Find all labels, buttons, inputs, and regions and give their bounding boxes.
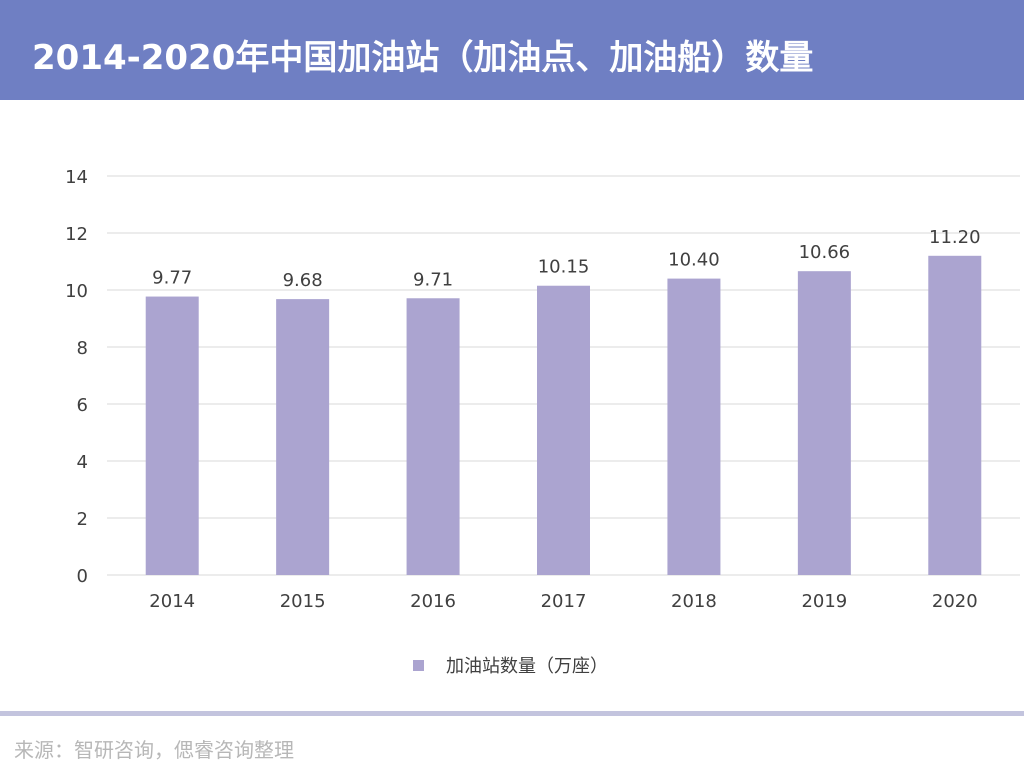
- source-note: 来源：智研咨询，偲睿咨询整理: [14, 738, 294, 762]
- x-tick-label-2017: 2017: [541, 591, 587, 612]
- bar-2014: [145, 296, 199, 575]
- y-tick-label: 4: [77, 452, 88, 473]
- x-tick-label-2020: 2020: [932, 591, 978, 612]
- data-label-2015: 9.68: [283, 270, 323, 291]
- y-tick-label: 0: [77, 566, 88, 587]
- data-label-2018: 10.40: [668, 250, 720, 271]
- y-tick-label: 12: [65, 224, 88, 245]
- data-label-2019: 10.66: [799, 242, 851, 263]
- x-tick-label-2014: 2014: [149, 591, 195, 612]
- y-tick-label: 14: [65, 167, 88, 188]
- data-label-2016: 9.71: [413, 269, 453, 290]
- legend: 加油站数量（万座）: [413, 656, 608, 677]
- bar-chart: 0 2 4 6 8 10 12 14 9.77 9.68 9.71 10.15 10.40 10.66 1…: [65, 167, 1020, 677]
- x-tick-label-2019: 2019: [801, 591, 847, 612]
- y-axis-ticks: 0 2 4 6 8 10 12 14: [65, 167, 88, 587]
- bar-2019: [797, 271, 851, 575]
- x-tick-label-2018: 2018: [671, 591, 717, 612]
- data-label-2017: 10.15: [538, 257, 590, 278]
- bar-2020: [928, 255, 982, 576]
- x-tick-label-2016: 2016: [410, 591, 456, 612]
- bar-2015: [276, 299, 330, 575]
- bar-2016: [406, 298, 460, 575]
- footer-divider: [0, 711, 1024, 716]
- x-axis-ticks: 2014 2015 2016 2017 2018 2019 2020: [149, 591, 977, 612]
- y-tick-label: 2: [77, 509, 88, 530]
- y-tick-label: 6: [77, 395, 88, 416]
- data-label-2020: 11.20: [929, 227, 981, 248]
- y-tick-label: 8: [77, 338, 88, 359]
- bar-2017: [537, 285, 590, 575]
- page-title: 2014-2020年中国加油站（加油点、加油船）数量: [32, 38, 814, 78]
- y-tick-label: 10: [65, 281, 88, 302]
- data-label-2014: 9.77: [152, 268, 192, 289]
- legend-swatch: [413, 660, 424, 671]
- bar-2018: [667, 278, 721, 575]
- data-labels: 9.77 9.68 9.71 10.15 10.40 10.66 11.20: [152, 227, 980, 291]
- header-banner: 2014-2020年中国加油站（加油点、加油船）数量: [0, 0, 1024, 100]
- legend-label: 加油站数量（万座）: [446, 656, 608, 677]
- x-tick-label-2015: 2015: [280, 591, 326, 612]
- bars: [145, 255, 982, 576]
